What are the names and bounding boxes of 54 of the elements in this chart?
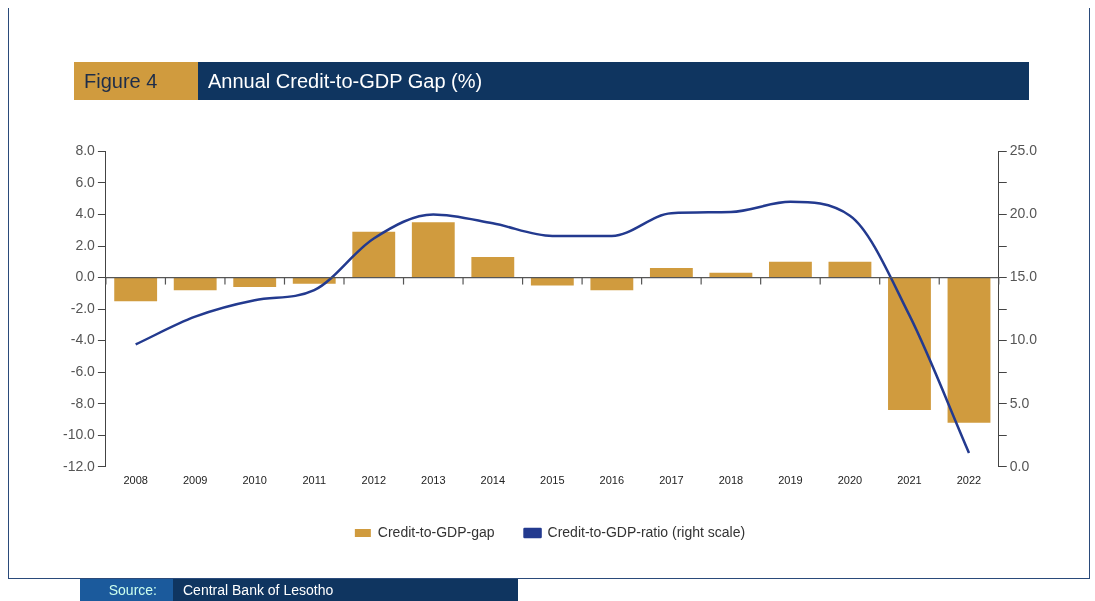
y-tick-label: 2.0 <box>75 236 96 253</box>
chart-subtitle: Figure 4 <box>74 62 198 100</box>
bar <box>888 278 931 411</box>
source-note: Source: <box>80 579 173 601</box>
bar <box>530 278 574 286</box>
y-tick-label: 4.0 <box>75 205 96 222</box>
y-tick-label: -4.0 <box>70 331 96 348</box>
bar <box>709 272 753 278</box>
y2-tick-label: 10.0 <box>1009 331 1038 348</box>
x-tick-label: 2017 <box>659 474 684 487</box>
x-tick-label: 2012 <box>361 474 386 487</box>
y-tick-label: -10.0 <box>62 426 96 443</box>
bar <box>828 261 872 278</box>
y-tick-label: 6.0 <box>75 173 96 190</box>
y2-tick-label: 5.0 <box>1009 394 1030 411</box>
y2-tick-label: 0.0 <box>1009 457 1030 474</box>
bar <box>233 278 277 288</box>
x-tick-label: 2009 <box>182 474 208 487</box>
chart-title: Annual Credit-to-GDP Gap (%) <box>198 62 1029 100</box>
y-tick-label: 8.0 <box>75 142 96 159</box>
y2-tick-label: 15.0 <box>1009 268 1038 285</box>
x-tick-label: 2013 <box>421 474 446 487</box>
x-tick-label: 2022 <box>956 474 982 487</box>
x-tick-label: 2018 <box>718 474 744 487</box>
y-tick-label: -8.0 <box>70 394 96 411</box>
x-tick-label: 2014 <box>480 474 506 487</box>
x-tick-label: 2010 <box>242 474 267 487</box>
legend-label: Credit-to-GDP-gap <box>377 523 495 540</box>
y-tick-label: -2.0 <box>70 299 96 316</box>
x-tick-label: 2021 <box>897 474 922 487</box>
y2-tick-label: 25.0 <box>1009 142 1038 159</box>
x-tick-label: 2019 <box>778 474 803 487</box>
bar <box>471 257 515 278</box>
bar <box>947 278 991 423</box>
line-series <box>134 200 971 455</box>
text: Central Bank of Lesotho <box>173 579 518 601</box>
bar <box>411 222 455 278</box>
x-tick-label: 2015 <box>540 474 565 487</box>
y-tick-label: -6.0 <box>70 363 96 380</box>
bar <box>590 278 634 291</box>
y2-tick-label: 20.0 <box>1009 205 1038 222</box>
bar <box>352 231 396 278</box>
bar <box>768 261 812 278</box>
x-tick-label: 2016 <box>599 474 625 487</box>
y-tick-label: 0.0 <box>75 268 96 285</box>
y-tick-label: -12.0 <box>62 457 96 474</box>
bar <box>292 278 336 284</box>
bar <box>649 268 693 278</box>
legend-label: Credit-to-GDP-ratio (right scale) <box>547 523 746 540</box>
x-tick-label: 2008 <box>123 474 148 487</box>
x-tick-label: 2020 <box>837 474 863 487</box>
x-tick-label: 2011 <box>302 474 327 487</box>
bar <box>114 278 158 302</box>
bar <box>173 278 217 291</box>
